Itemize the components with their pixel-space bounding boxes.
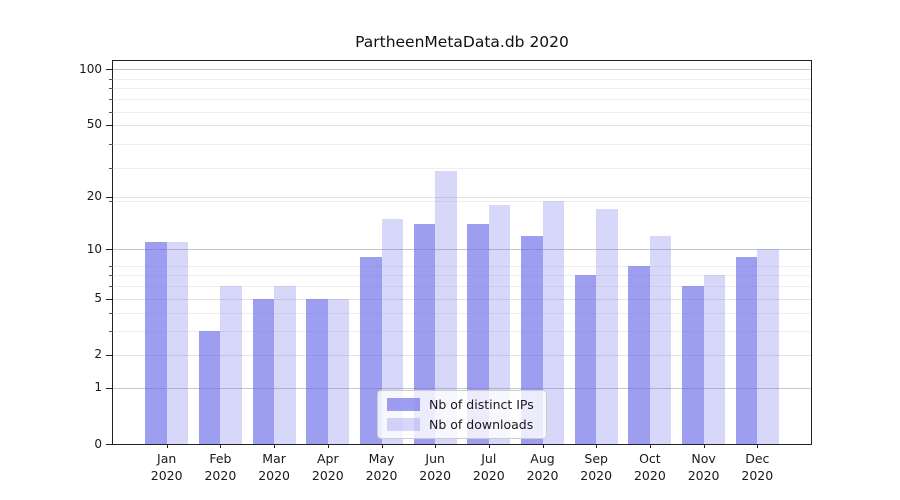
legend-swatch-distinct-ips <box>387 398 420 411</box>
x-tick-label-oct: Oct 2020 <box>633 451 666 483</box>
y-tick-label-100: 100 <box>79 61 102 76</box>
x-tick-label-jul: Jul 2020 <box>472 451 505 483</box>
x-tick-label-jun: Jun 2020 <box>419 451 452 483</box>
y-tick-label-5: 5 <box>94 291 102 305</box>
legend-swatch-downloads <box>387 418 420 431</box>
x-tick-label-mar: Mar 2020 <box>258 451 290 483</box>
x-tick-label-apr: Apr 2020 <box>311 451 344 483</box>
legend-label-downloads: Nb of downloads <box>429 417 534 432</box>
x-tick-label-aug: Aug 2020 <box>526 451 559 483</box>
y-tick-label-2: 2 <box>94 347 102 362</box>
x-tick-label-feb: Feb 2020 <box>204 451 237 483</box>
x-tick-label-nov: Nov 2020 <box>687 451 720 483</box>
x-tick-label-may: May 2020 <box>365 451 398 483</box>
chart-title: PartheenMetaData.db 2020 <box>355 33 569 51</box>
plot-border <box>112 60 812 445</box>
legend-entry-downloads: Nb of downloads <box>387 417 534 432</box>
x-tick-label-sep: Sep 2020 <box>580 451 613 483</box>
y-tick-label-50: 50 <box>86 117 102 132</box>
y-tick-label-0: 0 <box>94 436 102 451</box>
legend: Nb of distinct IPs Nb of downloads <box>377 390 547 439</box>
x-tick-label-jan: Jan 2020 <box>150 451 183 483</box>
legend-label-distinct-ips: Nb of distinct IPs <box>429 397 534 412</box>
y-tick-label-20: 20 <box>86 189 102 204</box>
y-tick-label-10: 10 <box>86 241 102 256</box>
legend-entry-distinct-ips: Nb of distinct IPs <box>387 397 534 412</box>
y-tick-label-1: 1 <box>94 380 102 395</box>
x-tick-label-dec: Dec 2020 <box>741 451 774 483</box>
